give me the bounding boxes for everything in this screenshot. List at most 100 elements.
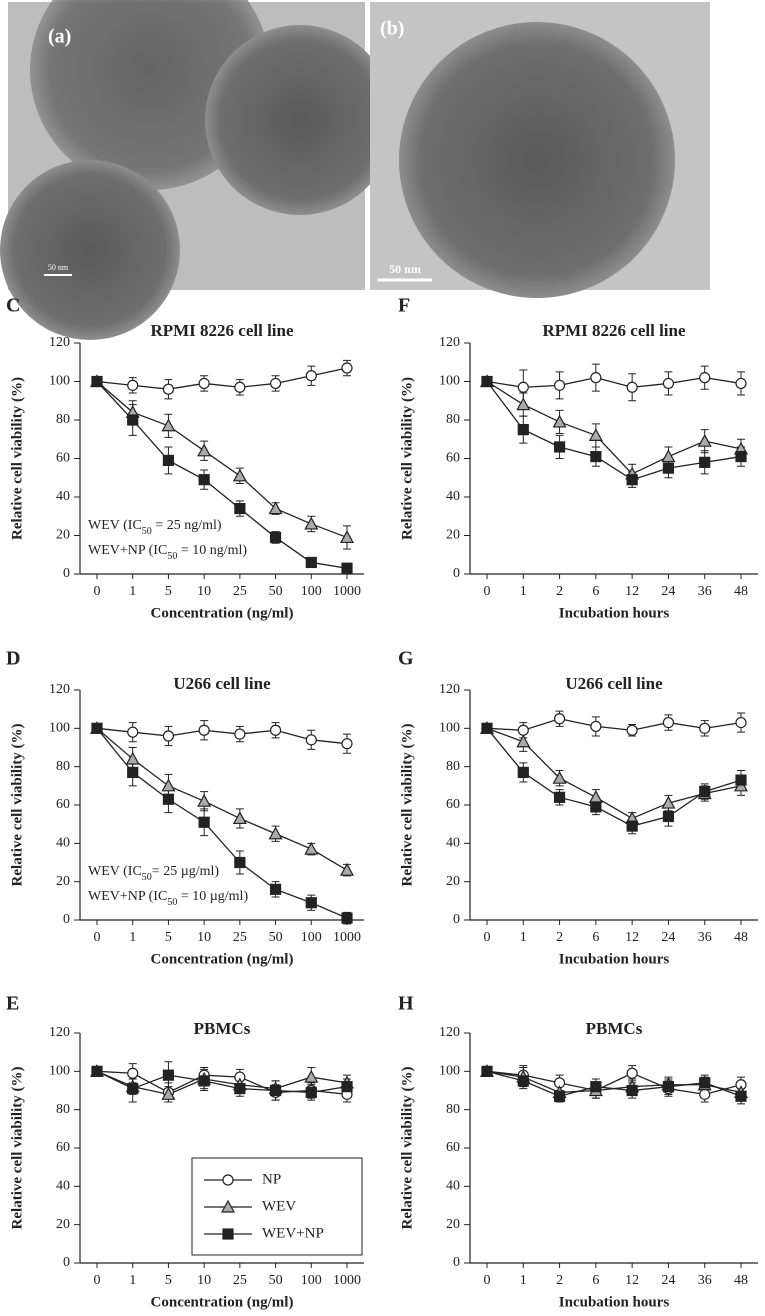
marker [125,751,140,765]
x-tick-label: 48 [734,584,748,599]
marker [626,474,638,486]
annotation-part: WEV (IC [88,864,142,879]
y-tick-label: 60 [56,451,70,466]
marker [339,530,355,544]
x-tick-label: 1000 [333,1273,361,1288]
marker [481,375,493,388]
marker [161,1087,176,1100]
marker [517,381,529,393]
marker [198,377,210,390]
annotation-part: = 25 ng/ml) [152,518,222,533]
chart-title: PBMCs [586,1019,643,1038]
y-tick-label: 0 [453,566,460,581]
marker [234,728,246,740]
marker [553,791,566,803]
marker [161,778,176,792]
marker [735,774,747,786]
chart-title: U266 cell line [565,674,663,693]
marker [127,379,139,391]
marker [699,456,711,468]
x-tick-label: 24 [661,930,675,945]
x-tick-label: 36 [698,1273,712,1288]
marker [661,449,676,463]
marker [161,418,176,432]
marker [699,785,711,798]
marker [127,766,139,779]
panel-letter: E [6,993,19,1015]
y-tick-label: 40 [446,489,460,504]
x-tick-label: 2 [556,584,563,599]
marker [626,381,638,393]
series-line [96,727,348,919]
x-axis-label: Incubation hours [559,605,670,621]
marker [232,811,247,825]
marker [91,375,103,388]
y-tick-label: 120 [439,335,460,350]
annotation-part: 50 [167,897,177,908]
series-line [486,376,742,388]
annotation-part: = 10 ng/ml) [177,543,247,558]
y-axis-label: Relative cell viability (%) [399,377,415,540]
marker [590,372,602,384]
legend-label: NP [262,1171,281,1187]
x-tick-label: 100 [301,1273,322,1288]
y-tick-label: 100 [49,374,70,389]
marker [588,428,603,441]
x-axis-label: Incubation hours [559,1294,670,1310]
x-tick-label: 100 [301,584,322,599]
x-tick-label: 10 [197,930,211,945]
x-tick-label: 6 [592,1273,599,1288]
marker [553,713,566,725]
y-tick-label: 60 [446,1140,460,1155]
y-tick-label: 20 [56,874,70,889]
y-tick-label: 20 [56,528,70,543]
marker [590,450,602,463]
x-tick-label: 36 [698,584,712,599]
marker [304,1069,319,1083]
marker [305,897,317,909]
x-tick-label: 100 [301,930,322,945]
marker [552,414,567,428]
x-tick-label: 0 [94,584,101,599]
y-tick-label: 20 [446,528,460,543]
y-tick-label: 40 [446,1179,460,1194]
image-label: (b) [380,18,404,40]
x-tick-label: 2 [556,930,563,945]
marker [197,793,212,807]
marker [590,720,602,733]
marker [590,801,602,813]
y-tick-label: 0 [63,1255,70,1270]
marker [197,443,212,457]
marker [662,1081,675,1093]
scale-label: 50 nm [48,263,69,272]
x-tick-label: 50 [269,1273,283,1288]
marker [234,1082,246,1095]
series-line [96,1070,348,1094]
x-tick-label: 10 [197,584,211,599]
y-tick-label: 0 [453,912,460,927]
marker [517,766,529,779]
particle [0,160,180,340]
x-tick-label: 25 [233,930,247,945]
particle [205,25,395,215]
marker [626,820,638,832]
marker [516,397,531,411]
panel-letter: G [398,648,414,670]
annotation: WEV+NP (IC50 = 10 µg/ml) [88,889,248,908]
marker [304,841,319,855]
marker [699,372,711,384]
x-tick-label: 0 [484,1273,491,1288]
chart-title: PBMCs [194,1019,251,1038]
marker [662,810,675,823]
panel-letter: H [398,993,414,1015]
x-tick-label: 2 [556,1273,563,1288]
y-tick-label: 60 [56,1140,70,1155]
series-line [96,381,348,539]
x-tick-label: 25 [233,584,247,599]
y-tick-label: 100 [49,721,70,736]
marker [699,1088,711,1100]
x-axis-label: Incubation hours [559,951,670,967]
marker [234,381,246,393]
x-tick-label: 12 [625,930,639,945]
y-tick-label: 80 [56,1102,70,1117]
